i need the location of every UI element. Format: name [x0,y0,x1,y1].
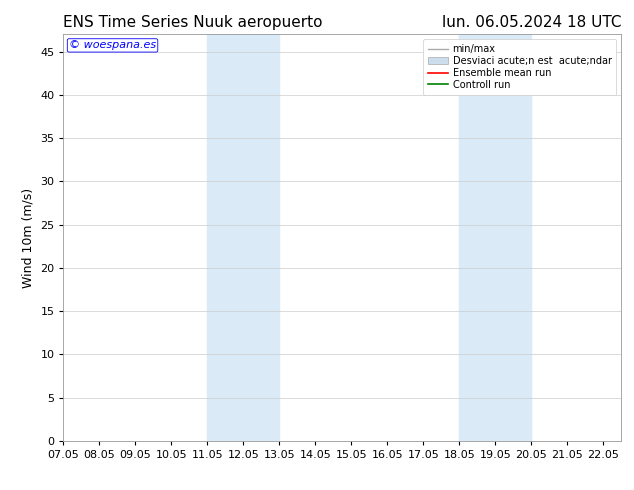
Bar [460,34,531,441]
Legend: min/max, Desviaci acute;n est  acute;ndar, Ensemble mean run, Controll run: min/max, Desviaci acute;n est acute;ndar… [424,39,616,95]
Text: lun. 06.05.2024 18 UTC: lun. 06.05.2024 18 UTC [442,15,621,30]
Text: © woespana.es: © woespana.es [69,40,156,50]
Y-axis label: Wind 10m (m/s): Wind 10m (m/s) [22,188,35,288]
Text: ENS Time Series Nuuk aeropuerto: ENS Time Series Nuuk aeropuerto [63,15,323,30]
Bar [207,34,280,441]
